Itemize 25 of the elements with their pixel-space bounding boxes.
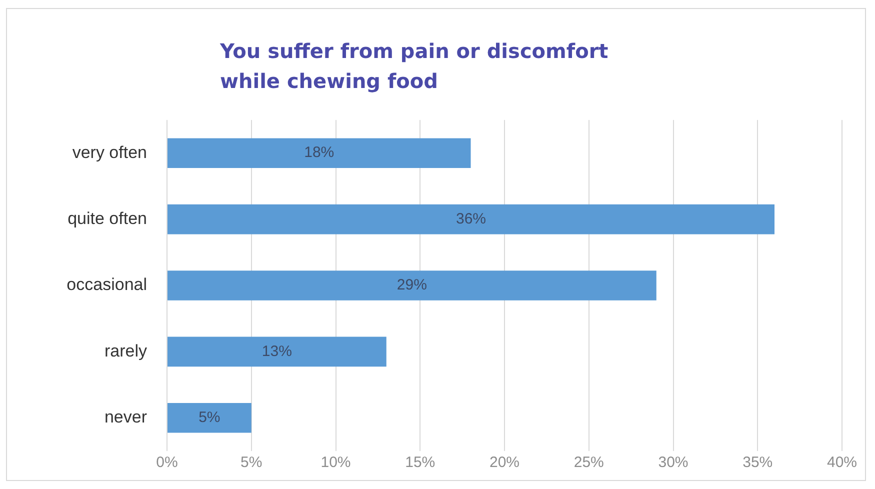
x-tick-label: 20% <box>489 454 520 472</box>
x-tick-label: 15% <box>405 454 436 472</box>
chart-title: You suffer from pain or discomfort while chewing food <box>220 38 610 95</box>
x-tick-label: 0% <box>156 454 178 472</box>
data-label: 36% <box>456 210 486 228</box>
data-label: 29% <box>396 276 427 294</box>
x-tick-label: 10% <box>320 454 351 472</box>
y-tick-label: very often <box>72 142 147 162</box>
x-tick-label: 40% <box>826 454 858 472</box>
bar <box>168 138 471 168</box>
y-tick-label: occasional <box>66 275 147 294</box>
data-label: 5% <box>198 409 220 426</box>
data-label: 18% <box>304 144 334 162</box>
bar <box>168 336 386 367</box>
bar <box>168 270 656 300</box>
data-label: 13% <box>262 342 292 360</box>
x-tick-label: 25% <box>574 454 604 472</box>
bar <box>168 403 252 433</box>
x-tick-label: 30% <box>658 454 688 472</box>
x-tick-label: 5% <box>240 454 262 472</box>
y-tick-label: rarely <box>104 341 148 360</box>
x-tick-label: 35% <box>742 454 773 472</box>
y-tick-label: quite often <box>68 208 147 228</box>
y-tick-label: never <box>104 408 148 427</box>
bar <box>168 204 774 234</box>
